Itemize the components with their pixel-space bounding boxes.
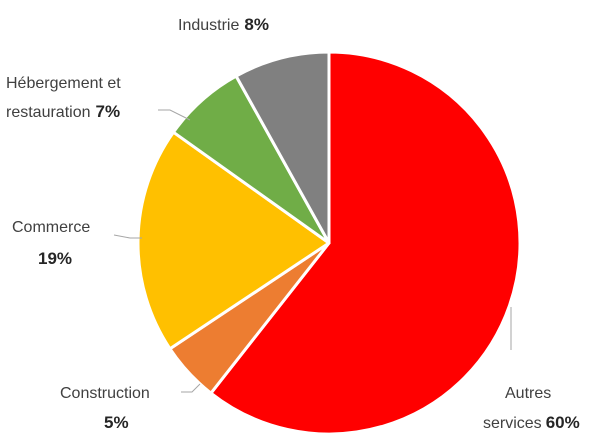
label-commerce: Commerce 19% [12, 219, 95, 268]
label-autres-services: Autres services 60% [483, 385, 580, 432]
pie-slice-industrie [234, 50, 331, 245]
pie-slice-commerce [136, 130, 331, 351]
leader-construction [181, 383, 201, 393]
label-hebergement-restauration: Hébergement et restauration 7% [6, 75, 125, 121]
pie-slice-autres-services [209, 50, 522, 434]
label-construction: Construction 5% [60, 385, 154, 432]
label-industrie: Industrie 8% [178, 15, 269, 34]
leader-commerce [113, 234, 142, 239]
leader-hebergement [158, 109, 191, 121]
leader-lines [113, 109, 512, 393]
pie-slices [136, 50, 522, 434]
